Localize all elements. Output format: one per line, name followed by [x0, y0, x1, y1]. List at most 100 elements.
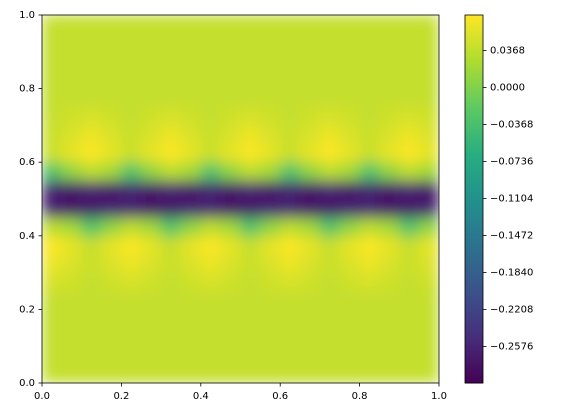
colorbar-swatch — [465, 159, 483, 162]
colorbar-swatch — [465, 113, 483, 116]
colorbar-tick-label: −0.2208 — [490, 304, 533, 315]
heatmap-cell — [260, 69, 281, 89]
colorbar-swatch — [465, 179, 483, 182]
heatmap-cell — [379, 327, 400, 347]
heatmap-cell — [240, 106, 261, 126]
heatmap-cell — [220, 161, 241, 181]
heatmap-cell — [101, 143, 122, 163]
heatmap-cell — [379, 309, 400, 329]
colorbar-swatch — [465, 331, 483, 334]
heatmap-cell — [121, 106, 142, 126]
colorbar-swatch — [465, 267, 483, 270]
colorbar-swatch — [465, 329, 483, 332]
heatmap-cell — [319, 198, 341, 218]
colorbar-swatch — [465, 289, 483, 292]
heatmap-cell — [160, 106, 182, 126]
heatmap-cell — [140, 15, 162, 34]
heatmap-cell — [279, 345, 301, 365]
colorbar-swatch — [465, 169, 483, 172]
colorbar-swatch — [465, 321, 483, 324]
colorbar-swatch — [465, 165, 483, 168]
heatmap-cell — [200, 235, 221, 255]
heatmap-cell — [220, 88, 241, 108]
colorbar-swatch — [465, 251, 483, 254]
colorbar-swatch — [465, 363, 483, 366]
heatmap-cell — [319, 125, 341, 145]
heatmap-cell — [180, 69, 202, 89]
heatmap-cell — [399, 161, 420, 181]
heatmap-cell — [200, 217, 221, 237]
heatmap-cell — [61, 327, 82, 347]
heatmap-cell — [101, 106, 122, 126]
colorbar-swatch — [465, 121, 483, 124]
colorbar-swatch — [465, 229, 483, 232]
heatmap-cell — [399, 345, 420, 365]
heatmap-cell — [42, 253, 63, 273]
colorbar-swatch — [465, 93, 483, 96]
heatmap-cell — [359, 364, 380, 383]
colorbar-swatch — [465, 285, 483, 288]
heatmap-cell — [379, 180, 400, 200]
colorbar-swatch — [465, 49, 483, 52]
heatmap-cell — [42, 51, 63, 71]
heatmap-cell — [140, 327, 162, 347]
colorbar-swatch — [465, 317, 483, 320]
heatmap-cell — [81, 125, 102, 145]
heatmap-cell — [42, 33, 63, 53]
heatmap-cell — [359, 161, 380, 181]
x-tick-label: 0.0 — [34, 391, 50, 402]
heatmap-cell — [399, 364, 420, 383]
heatmap-cell — [399, 88, 420, 108]
heatmap-cell — [140, 33, 162, 53]
heatmap-cell — [418, 198, 439, 218]
heatmap-cell — [220, 309, 241, 329]
colorbar-swatch — [465, 233, 483, 236]
colorbar-swatch — [465, 177, 483, 180]
heatmap-cell — [160, 51, 182, 71]
heatmap-cell — [299, 69, 321, 89]
colorbar-swatch — [465, 45, 483, 48]
heatmap-cell — [379, 33, 400, 53]
heatmap-cell — [61, 161, 82, 181]
heatmap-cell — [200, 345, 221, 365]
heatmap-cell — [61, 290, 82, 310]
heatmap-cell — [319, 253, 341, 273]
heatmap-cell — [42, 180, 63, 200]
colorbar-swatch — [465, 219, 483, 222]
colorbar-swatch — [465, 305, 483, 308]
heatmap-cell — [379, 198, 400, 218]
heatmap-cell — [81, 198, 102, 218]
heatmap-cell — [339, 198, 360, 218]
colorbar-swatch — [465, 79, 483, 82]
colorbar-swatch — [465, 369, 483, 372]
heatmap-cell — [200, 69, 221, 89]
heatmap-cell — [180, 217, 202, 237]
heatmap-cell — [359, 51, 380, 71]
heatmap-cell — [101, 290, 122, 310]
heatmap-cell — [319, 33, 341, 53]
heatmap-cell — [180, 88, 202, 108]
colorbar-swatch — [465, 263, 483, 266]
heatmap-cell — [339, 272, 360, 292]
heatmap-cell — [61, 253, 82, 273]
heatmap-cell — [61, 15, 82, 34]
heatmap-cell — [121, 364, 142, 383]
colorbar-swatch — [465, 163, 483, 166]
y-tick-label: 0.6 — [19, 157, 35, 168]
heatmap-cell — [279, 290, 301, 310]
colorbar-tick-label: −0.0736 — [490, 156, 533, 167]
colorbar-swatch — [465, 53, 483, 56]
heatmap-cell — [81, 309, 102, 329]
heatmap-cell — [299, 345, 321, 365]
heatmap-cell — [101, 327, 122, 347]
heatmap-cell — [220, 51, 241, 71]
heatmap-cell — [42, 345, 63, 365]
heatmap-cell — [339, 15, 360, 34]
colorbar-swatch — [465, 201, 483, 204]
x-tick-label: 0.6 — [272, 391, 288, 402]
heatmap-cell — [359, 290, 380, 310]
heatmap-cell — [299, 364, 321, 383]
heatmap-cell — [279, 161, 301, 181]
heatmap-cell — [240, 364, 261, 383]
heatmap-cell — [42, 309, 63, 329]
